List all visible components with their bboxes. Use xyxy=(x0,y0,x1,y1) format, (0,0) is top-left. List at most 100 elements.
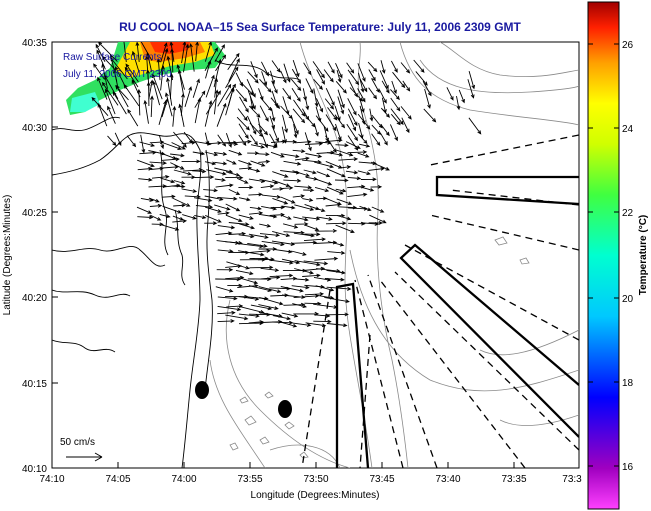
current-vector xyxy=(468,117,482,135)
current-vector xyxy=(173,169,192,176)
y-tick-label: 40:35 xyxy=(22,38,47,49)
current-vector xyxy=(228,222,250,227)
current-vector xyxy=(238,250,265,257)
current-vector xyxy=(151,222,164,227)
colorbar xyxy=(587,1,620,510)
current-vector xyxy=(270,97,281,110)
current-vector xyxy=(313,319,332,324)
current-vector xyxy=(335,63,343,79)
current-vector xyxy=(140,134,146,154)
current-vector xyxy=(293,123,298,139)
current-vector xyxy=(294,260,321,267)
current-vector xyxy=(217,211,230,216)
x-tick-label: 73:35 xyxy=(501,474,526,485)
current-vector xyxy=(367,61,378,73)
current-vector xyxy=(272,248,293,254)
current-vector xyxy=(467,79,475,99)
current-vector xyxy=(315,285,335,292)
colorbar-tick-labels: 26 24 22 20 18 16 xyxy=(622,40,634,473)
current-vector xyxy=(258,123,269,136)
current-vector xyxy=(205,214,222,223)
current-vector xyxy=(304,96,310,111)
current-vector xyxy=(228,58,240,82)
current-vector xyxy=(217,83,232,107)
current-vector xyxy=(313,79,324,90)
current-vector xyxy=(214,77,219,98)
current-vector xyxy=(261,240,285,247)
current-vector xyxy=(379,89,387,104)
current-vector xyxy=(250,160,266,167)
current-vector xyxy=(123,42,127,63)
current-vector xyxy=(225,175,244,180)
current-vector xyxy=(160,65,165,91)
current-vector xyxy=(303,169,317,175)
current-vector xyxy=(358,72,365,93)
current-vector xyxy=(173,131,187,148)
current-vector xyxy=(380,123,390,137)
bathymetry-contours xyxy=(209,42,579,468)
current-vector xyxy=(360,177,377,182)
current-vector xyxy=(325,221,347,226)
current-vector xyxy=(302,198,314,202)
current-vector xyxy=(313,123,319,137)
current-vector xyxy=(294,156,310,161)
current-vector xyxy=(170,162,185,170)
current-vector xyxy=(400,106,412,120)
current-vector xyxy=(294,185,313,190)
current-vector xyxy=(292,322,312,327)
current-vector xyxy=(283,63,291,83)
current-vector xyxy=(225,314,249,321)
current-vector xyxy=(269,273,294,278)
current-vector xyxy=(216,102,227,127)
current-vector xyxy=(217,305,242,312)
y-tick-label: 40:15 xyxy=(22,379,47,390)
current-vector xyxy=(371,133,381,147)
current-vector xyxy=(327,107,338,121)
current-vector xyxy=(280,276,298,281)
current-vector xyxy=(162,142,182,151)
current-vector xyxy=(260,267,280,273)
current-vector xyxy=(213,151,228,156)
current-vector xyxy=(104,74,119,100)
current-vector xyxy=(249,134,258,146)
current-vector xyxy=(227,283,243,288)
current-vector xyxy=(161,194,176,199)
current-vector xyxy=(204,195,224,201)
current-vector xyxy=(280,321,298,328)
current-vector xyxy=(172,197,191,207)
current-vector xyxy=(390,113,401,126)
current-vector xyxy=(204,161,217,166)
current-vector xyxy=(107,105,116,124)
current-vector xyxy=(281,312,299,318)
current-vector xyxy=(359,205,372,212)
current-vector xyxy=(291,87,301,102)
current-vector xyxy=(304,232,321,237)
x-tick-label: 73:3 xyxy=(562,474,582,485)
current-vector xyxy=(280,214,292,220)
current-vector xyxy=(194,97,202,124)
current-vector xyxy=(371,161,390,171)
current-vector xyxy=(327,250,346,255)
current-vector xyxy=(337,96,345,115)
colorbar-tick-label: 22 xyxy=(622,208,634,219)
current-vector xyxy=(225,133,232,148)
current-vector xyxy=(338,157,359,161)
current-vector xyxy=(182,214,197,220)
current-vector xyxy=(151,73,163,100)
current-vector xyxy=(334,114,346,129)
current-vector xyxy=(336,215,352,221)
scale-arrow xyxy=(66,452,103,462)
current-vector xyxy=(215,277,241,282)
current-vector xyxy=(336,69,342,83)
current-vector xyxy=(305,78,314,94)
current-vector xyxy=(173,203,186,208)
current-vector xyxy=(371,78,380,94)
current-vector xyxy=(336,198,353,206)
current-vector xyxy=(149,140,165,145)
current-vector xyxy=(258,286,282,294)
current-vector xyxy=(272,171,289,178)
current-vector xyxy=(214,204,231,211)
current-vector xyxy=(183,43,190,73)
current-vector xyxy=(312,61,325,79)
current-vector xyxy=(225,87,235,116)
